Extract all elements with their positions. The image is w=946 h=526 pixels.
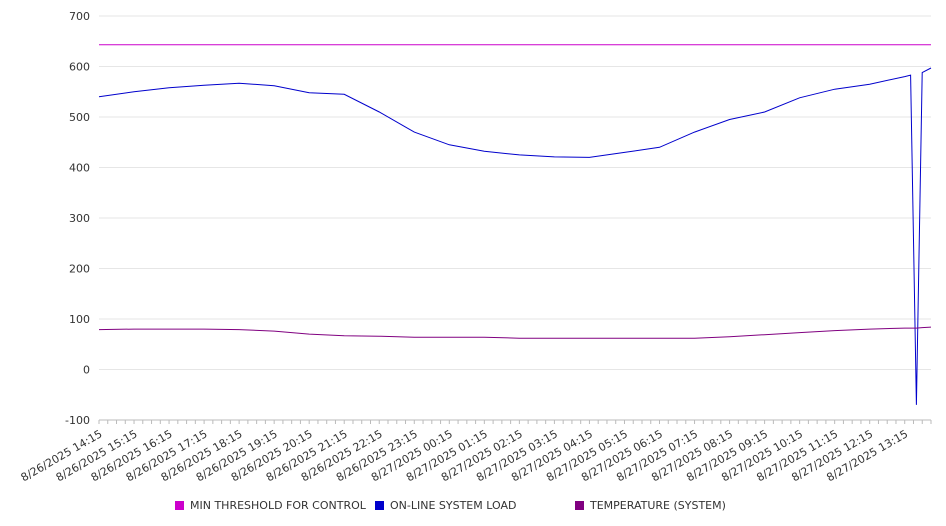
y-axis: -100 0 100 200 300 400 500 600 700 (65, 10, 90, 427)
y-tick-label: 700 (69, 10, 90, 23)
legend: MIN THRESHOLD FOR CONTROL ON-LINE SYSTEM … (175, 499, 726, 512)
legend-label: ON-LINE SYSTEM LOAD (390, 499, 516, 512)
y-tick-label: 500 (69, 111, 90, 124)
legend-swatch (575, 501, 584, 510)
y-tick-label: 300 (69, 212, 90, 225)
legend-label: MIN THRESHOLD FOR CONTROL (190, 499, 367, 512)
y-tick-label: 200 (69, 263, 90, 276)
grid-lines (99, 15, 931, 421)
y-tick-label: 0 (83, 364, 90, 377)
y-tick-label: 600 (69, 61, 90, 74)
x-axis: 8/26/2025 14:158/26/2025 15:158/26/2025 … (19, 419, 932, 484)
y-tick-label: 100 (69, 313, 90, 326)
y-tick-label: -100 (65, 414, 90, 427)
legend-swatch (175, 501, 184, 510)
y-tick-label: 400 (69, 162, 90, 175)
legend-swatch (375, 501, 384, 510)
series-line-3 (98, 326, 932, 339)
legend-label: TEMPERATURE (SYSTEM) (589, 499, 726, 512)
series-line-2 (98, 67, 932, 405)
series-lines (98, 44, 932, 405)
